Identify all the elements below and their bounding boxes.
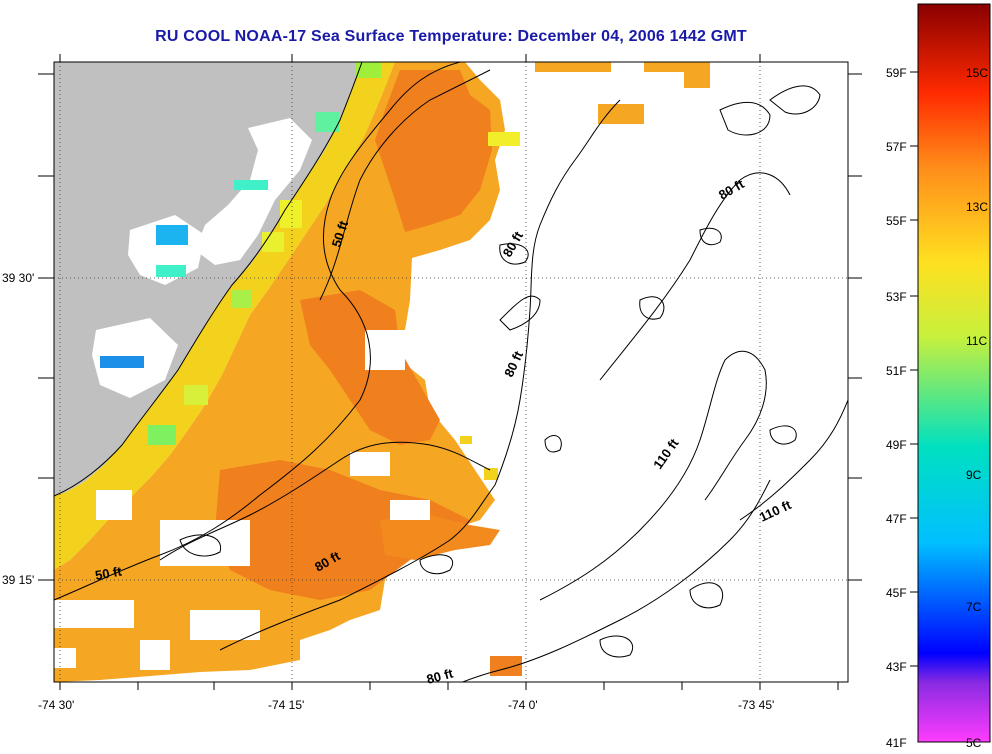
colorbar-ticks	[910, 71, 918, 667]
colorbar-f-label: 45F	[886, 586, 907, 600]
colorbar-c-label: 9C	[966, 468, 982, 482]
colorbar-f-label: 59F	[886, 66, 907, 80]
colorbar-c-label: 11C	[966, 334, 988, 348]
contour-label: 50 ft	[94, 563, 124, 583]
colorbar	[917, 3, 991, 743]
colorbar-f-label: 43F	[886, 660, 907, 674]
map-title: RU COOL NOAA-17 Sea Surface Temperature:…	[155, 28, 747, 45]
gridlines	[54, 62, 848, 682]
colorbar-c-label: 7C	[966, 600, 982, 614]
colorbar-f-label: 51F	[886, 364, 907, 378]
bay-water	[195, 118, 312, 265]
colorbar-f-label: 49F	[886, 438, 907, 452]
colorbar-c-label: 15C	[966, 66, 989, 80]
colorbar-c-label: 13C	[966, 200, 989, 214]
x-tick-label: -73 45'	[738, 698, 775, 712]
contour-label: 80 ft	[425, 665, 455, 687]
x-axis-ticks	[59, 54, 839, 690]
colorbar-f-label: 41F	[886, 736, 907, 750]
map-border	[53, 61, 849, 683]
colorbar-f-label: 57F	[886, 140, 907, 154]
colorbar-f-label: 53F	[886, 290, 907, 304]
colorbar-f-label: 55F	[886, 214, 907, 228]
sst-pixels	[54, 62, 710, 682]
x-tick-label: -74 0'	[508, 698, 538, 712]
x-tick-label: -74 15'	[268, 698, 305, 712]
colorbar-f-label: 47F	[886, 512, 907, 526]
y-axis-ticks	[38, 73, 862, 581]
bathymetry-contours	[54, 62, 848, 682]
y-tick-label: 39 30'	[2, 271, 35, 285]
y-tick-label: 39 15'	[2, 573, 35, 587]
x-tick-label: -74 30'	[38, 698, 75, 712]
colorbar-c-label: 5C	[966, 736, 982, 750]
